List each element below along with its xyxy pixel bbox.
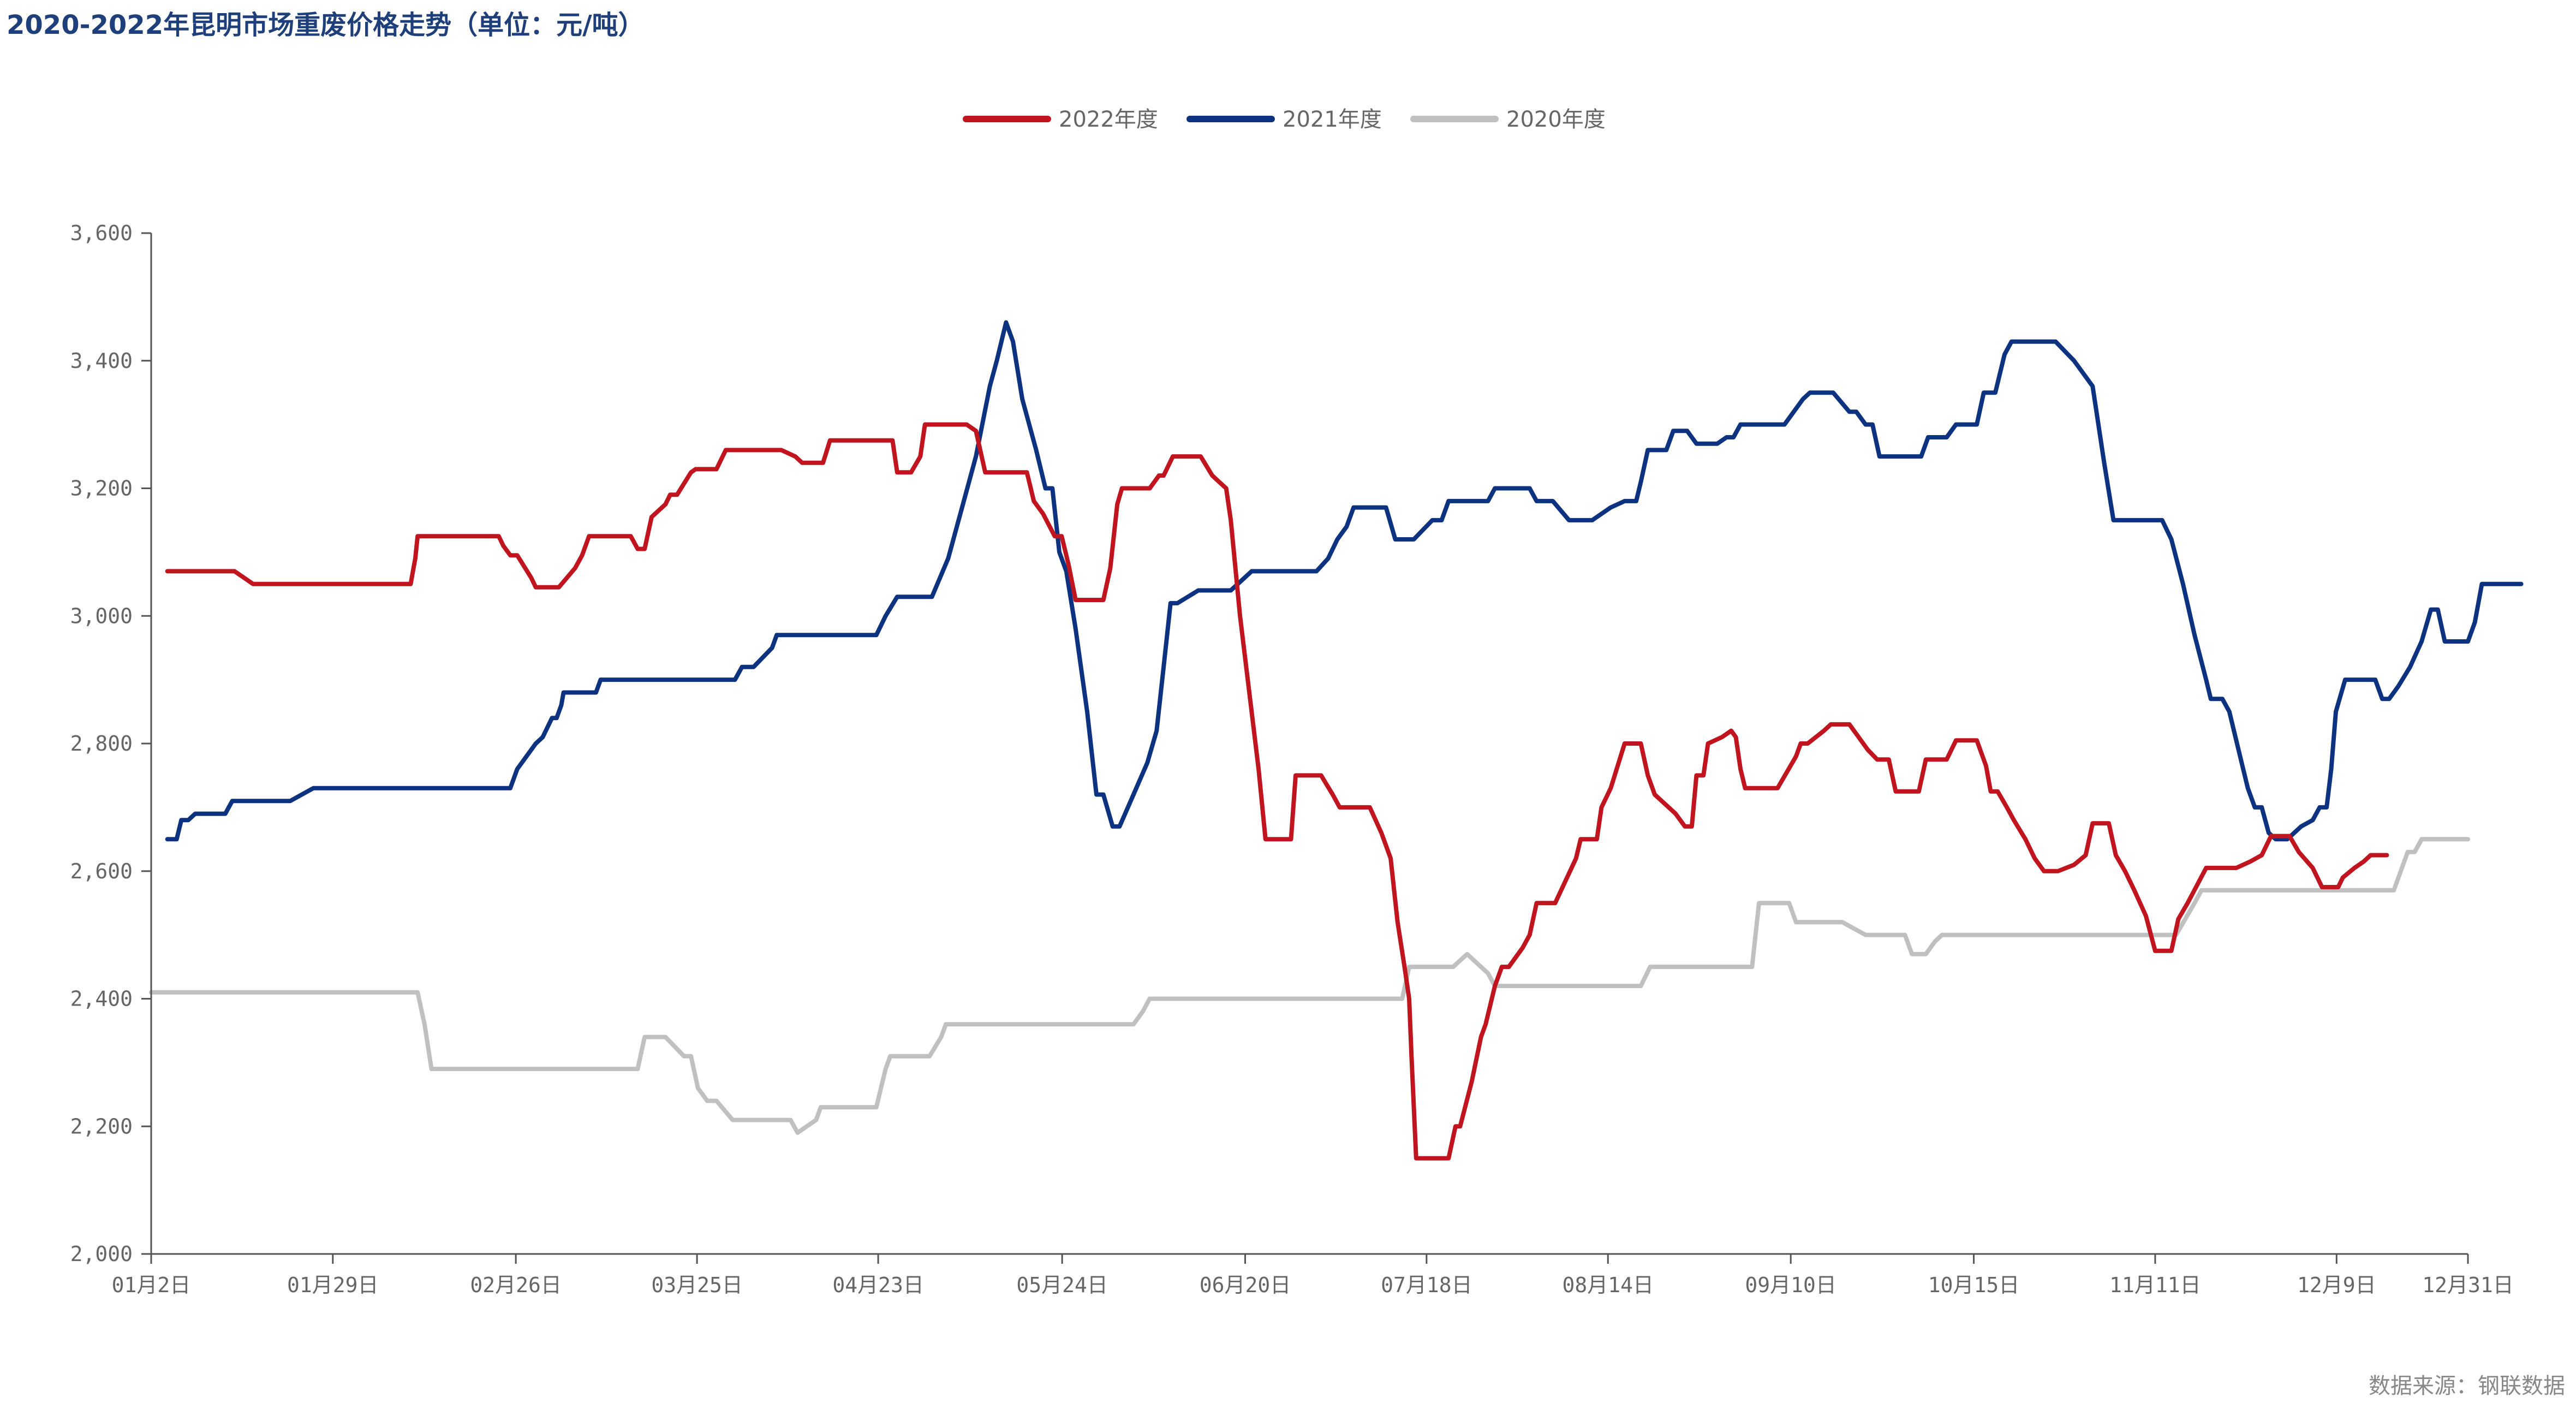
y-tick-label: 3,400 bbox=[70, 349, 133, 373]
axes: 2,000 2,200 2,400 2,600 2,800 3,000 3,200 3,400… bbox=[70, 221, 2514, 1297]
x-tick-label: 04月23日 bbox=[832, 1273, 924, 1297]
x-tick-label: 05月24日 bbox=[1016, 1273, 1108, 1297]
series-line-2020年度 bbox=[149, 837, 2470, 1135]
x-tick-label: 09月10日 bbox=[1745, 1273, 1836, 1297]
y-tick-label: 2,200 bbox=[70, 1114, 133, 1138]
x-tick-label: 08月14日 bbox=[1562, 1273, 1654, 1297]
series-line-2022年度 bbox=[165, 422, 2389, 1161]
x-tick-label: 07月18日 bbox=[1381, 1273, 1472, 1297]
x-tick-label: 12月31日 bbox=[2422, 1273, 2514, 1297]
legend-item: 2022年度 bbox=[963, 107, 1158, 132]
y-tick-label: 3,200 bbox=[70, 477, 133, 501]
legend-label: 2021年度 bbox=[1283, 107, 1382, 132]
x-tick-label: 12月9日 bbox=[2297, 1273, 2376, 1297]
series-line-2021年度 bbox=[165, 320, 2524, 842]
y-tick-label: 2,800 bbox=[70, 732, 133, 756]
y-tick-label: 2,600 bbox=[70, 859, 133, 883]
y-tick-label: 3,000 bbox=[70, 604, 133, 628]
y-tick-label: 2,400 bbox=[70, 987, 133, 1011]
x-tick-label: 02月26日 bbox=[470, 1273, 562, 1297]
x-tick-label: 10月15日 bbox=[1928, 1273, 2020, 1297]
legend-label: 2022年度 bbox=[1059, 107, 1158, 132]
x-tick-label: 03月25日 bbox=[651, 1273, 743, 1297]
x-tick-label: 06月20日 bbox=[1200, 1273, 1291, 1297]
legend-item: 2021年度 bbox=[1186, 107, 1382, 132]
series-layer bbox=[149, 320, 2524, 1161]
legend-label: 2020年度 bbox=[1506, 107, 1606, 132]
chart-title: 2020-2022年昆明市场重废价格走势（单位：元/吨） bbox=[7, 10, 645, 40]
y-tick-label: 3,600 bbox=[70, 221, 133, 245]
x-tick-label: 11月11日 bbox=[2109, 1273, 2201, 1297]
source-note: 数据来源：钢联数据 bbox=[2369, 1374, 2565, 1399]
legend-item: 2020年度 bbox=[1410, 107, 1606, 132]
legend: 2022年度 2021年度 2020年度 bbox=[963, 107, 1606, 132]
y-tick-label: 2,000 bbox=[70, 1242, 133, 1266]
x-tick-label: 01月2日 bbox=[112, 1273, 191, 1297]
x-tick-label: 01月29日 bbox=[287, 1273, 379, 1297]
